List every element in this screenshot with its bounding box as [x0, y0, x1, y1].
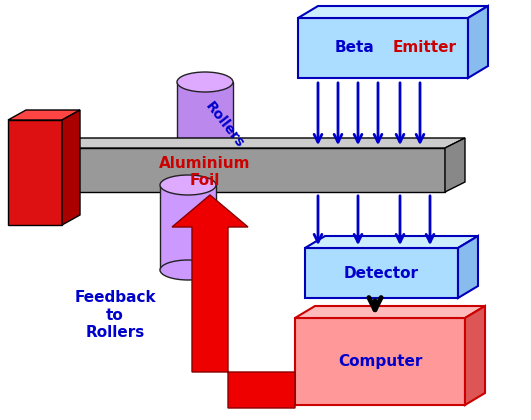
Bar — [160, 185, 216, 270]
Polygon shape — [468, 6, 488, 78]
Polygon shape — [62, 110, 80, 225]
Polygon shape — [8, 120, 62, 225]
Text: Beta: Beta — [335, 40, 375, 55]
Text: Rollers: Rollers — [203, 99, 247, 151]
Polygon shape — [458, 236, 478, 298]
Polygon shape — [295, 318, 465, 405]
Ellipse shape — [177, 72, 233, 92]
Polygon shape — [305, 248, 458, 298]
Ellipse shape — [177, 160, 233, 180]
Text: Detector: Detector — [344, 265, 419, 281]
Text: Computer: Computer — [338, 354, 422, 369]
Polygon shape — [298, 18, 468, 78]
Text: Aluminium
Foil: Aluminium Foil — [159, 156, 251, 188]
Polygon shape — [298, 6, 488, 18]
Polygon shape — [15, 138, 465, 148]
Ellipse shape — [160, 175, 216, 195]
Bar — [177, 82, 233, 170]
Polygon shape — [8, 110, 80, 120]
Polygon shape — [465, 306, 485, 405]
Text: Emitter: Emitter — [393, 40, 457, 55]
Polygon shape — [445, 138, 465, 192]
Polygon shape — [295, 306, 485, 318]
Polygon shape — [172, 195, 295, 408]
Polygon shape — [305, 236, 478, 248]
Text: Feedback
to
Rollers: Feedback to Rollers — [74, 290, 156, 340]
Ellipse shape — [160, 260, 216, 280]
Polygon shape — [15, 148, 445, 192]
